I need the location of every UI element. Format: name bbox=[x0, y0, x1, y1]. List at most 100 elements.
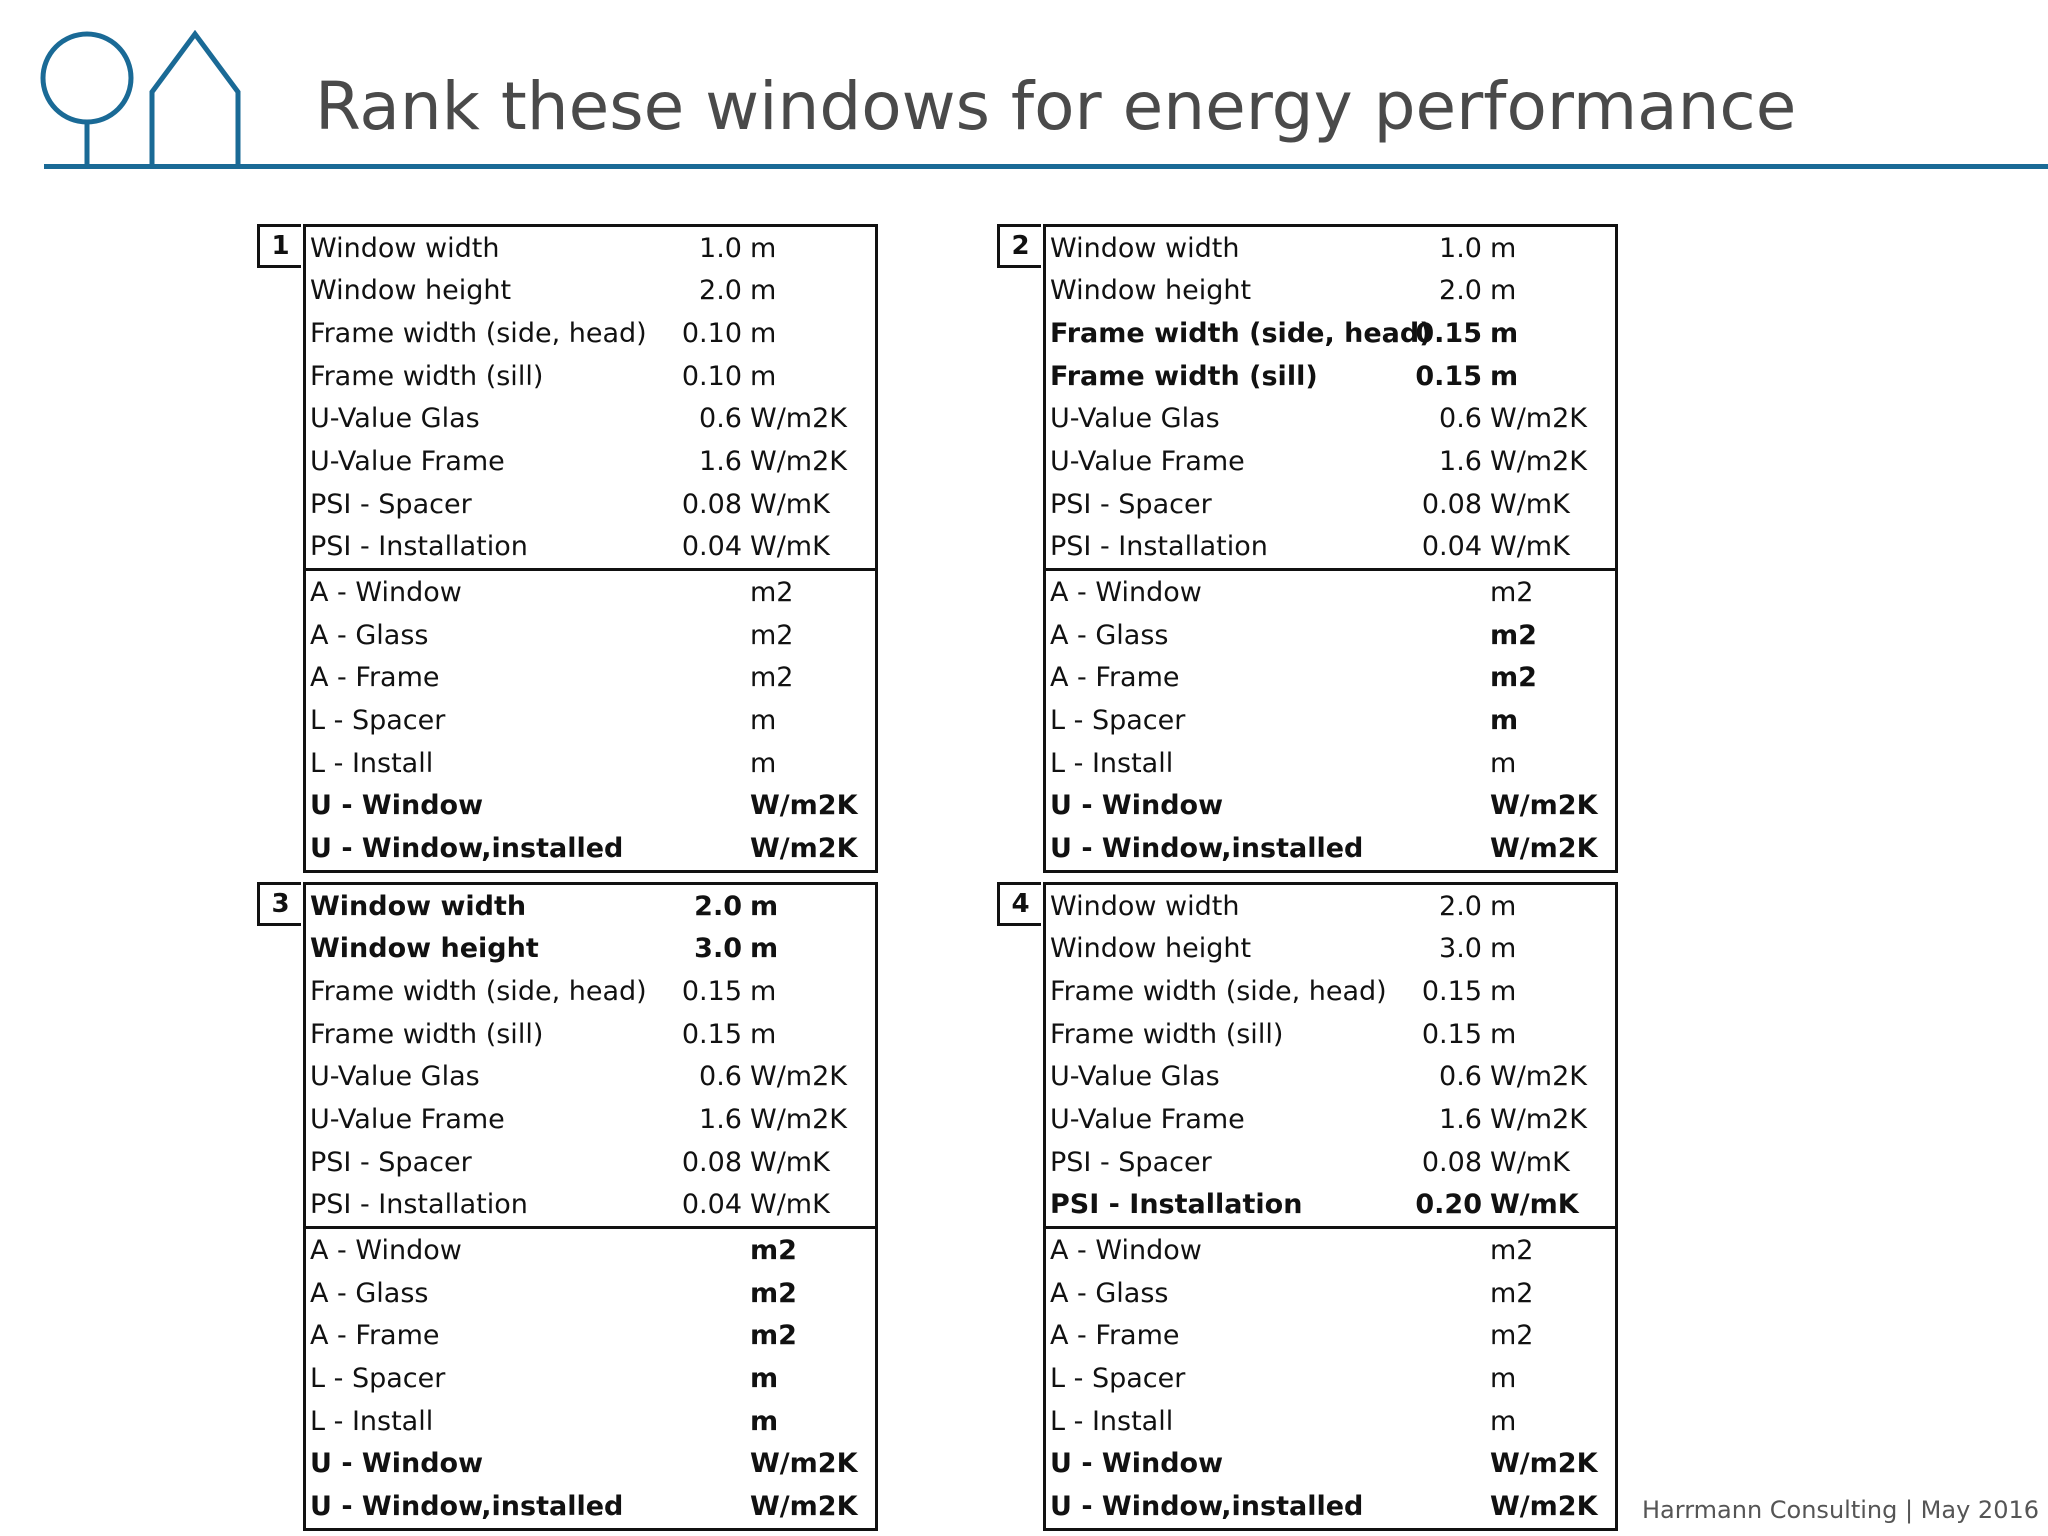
row-value: 0.08 bbox=[681, 488, 742, 520]
row-unit: m bbox=[750, 1018, 777, 1050]
row-unit: m bbox=[1490, 1405, 1517, 1437]
row-label: L - Install bbox=[1050, 747, 1174, 779]
row-unit: m2 bbox=[1490, 1226, 1617, 1272]
row-unit: W/m2K bbox=[750, 1491, 858, 1523]
input-row: Frame width (sill) 0.15 m bbox=[1045, 355, 1617, 398]
row-label: L - Install bbox=[1050, 1405, 1174, 1437]
row-label: PSI - Spacer bbox=[1050, 1146, 1212, 1178]
row-unit: m bbox=[1490, 360, 1519, 392]
row-unit: m bbox=[1490, 275, 1517, 307]
row-value: 0.08 bbox=[1421, 1146, 1482, 1178]
output-row: A - Glass m2 bbox=[305, 1272, 877, 1315]
row-unit: W/m2K bbox=[1490, 1061, 1587, 1093]
row-unit: m2 bbox=[750, 568, 877, 614]
row-label: U-Value Glas bbox=[310, 1061, 480, 1093]
row-value: 0.10 bbox=[681, 318, 742, 350]
row-label: PSI - Installation bbox=[310, 1189, 528, 1221]
row-label: U - Window bbox=[1050, 1448, 1224, 1480]
row-label: Frame width (sill) bbox=[310, 360, 544, 392]
output-row: A - Window m2 bbox=[1044, 568, 1617, 614]
window-number: 1 bbox=[257, 224, 301, 268]
row-unit: m bbox=[1490, 890, 1517, 922]
row-unit: m2 bbox=[750, 1277, 797, 1309]
row-label: A - Glass bbox=[1050, 1277, 1169, 1309]
row-unit: m bbox=[1490, 318, 1519, 350]
row-unit: m bbox=[750, 933, 779, 965]
row-value-empty bbox=[670, 614, 750, 657]
row-unit: m bbox=[1490, 976, 1517, 1008]
row-unit: W/m2K bbox=[1490, 833, 1598, 865]
row-value: 1.6 bbox=[1439, 1104, 1482, 1136]
row-unit: m bbox=[1490, 705, 1519, 737]
page-title: Rank these windows for energy performanc… bbox=[315, 68, 1797, 145]
input-row: Window width 1.0 m bbox=[305, 226, 877, 270]
window-table: Window width 2.0 m Window height 3.0 m Frame w… bbox=[1043, 882, 1618, 1531]
row-label: Window height bbox=[310, 275, 512, 307]
row-label: U - Window bbox=[310, 790, 484, 822]
input-row: Window height 2.0 m bbox=[305, 270, 877, 313]
input-row: Frame width (sill) 0.15 m bbox=[1045, 1013, 1617, 1056]
row-label: Frame width (side, head) bbox=[310, 318, 647, 350]
row-unit: W/mK bbox=[750, 488, 830, 520]
row-unit: m bbox=[750, 890, 779, 922]
row-label: U - Window bbox=[1050, 790, 1224, 822]
row-label: A - Glass bbox=[310, 619, 429, 651]
row-label: Frame width (sill) bbox=[1050, 1018, 1284, 1050]
row-unit: m bbox=[750, 976, 777, 1008]
row-label: Frame width (sill) bbox=[310, 1018, 544, 1050]
row-label: L - Install bbox=[310, 1405, 434, 1437]
output-row: A - Window m2 bbox=[304, 568, 877, 614]
row-value-empty bbox=[1410, 1226, 1490, 1272]
row-label: PSI - Spacer bbox=[310, 488, 472, 520]
row-value: 2.0 bbox=[694, 890, 742, 922]
row-value: 3.0 bbox=[694, 933, 742, 965]
input-row: PSI - Installation 0.04 W/mK bbox=[305, 526, 877, 570]
row-label: L - Spacer bbox=[310, 705, 446, 737]
input-row: Frame width (sill) 0.15 m bbox=[305, 1013, 877, 1056]
row-label: A - Window bbox=[304, 568, 670, 614]
row-value: 0.6 bbox=[699, 1061, 742, 1093]
row-label: U-Value Glas bbox=[310, 403, 480, 435]
row-value-empty bbox=[1410, 1400, 1490, 1443]
row-label: PSI - Installation bbox=[310, 531, 528, 563]
output-row: L - Install m bbox=[1045, 1400, 1617, 1443]
row-unit: m bbox=[750, 1405, 779, 1437]
window-number: 3 bbox=[257, 882, 301, 926]
row-value: 0.04 bbox=[1421, 531, 1482, 563]
row-value-empty bbox=[670, 1272, 750, 1315]
row-value-empty bbox=[1410, 614, 1490, 657]
output-row: L - Install m bbox=[305, 742, 877, 785]
row-value-empty bbox=[670, 699, 750, 742]
output-row: L - Install m bbox=[305, 1400, 877, 1443]
input-row: U-Value Frame 1.6 W/m2K bbox=[1045, 440, 1617, 483]
row-unit: m bbox=[750, 232, 777, 264]
output-row: L - Install m bbox=[1045, 742, 1617, 785]
row-value-empty bbox=[670, 827, 750, 871]
input-row: Window height 3.0 m bbox=[1045, 928, 1617, 971]
row-unit: m2 bbox=[1490, 619, 1537, 651]
output-row: L - Spacer m bbox=[305, 1357, 877, 1400]
window-number: 2 bbox=[997, 224, 1041, 268]
row-unit: m2 bbox=[750, 662, 794, 694]
row-unit: W/m2K bbox=[1490, 790, 1598, 822]
row-label: Window height bbox=[1050, 933, 1252, 965]
row-label: PSI - Spacer bbox=[1050, 488, 1212, 520]
window-card: 1 Window width 1.0 m Window height 2.0 m Frame … bbox=[257, 224, 878, 873]
output-row: A - Frame m2 bbox=[1045, 657, 1617, 700]
row-unit: W/m2K bbox=[750, 1061, 847, 1093]
row-unit: m bbox=[1490, 747, 1517, 779]
row-unit: m bbox=[1490, 1363, 1517, 1395]
row-value: 0.20 bbox=[1415, 1189, 1482, 1221]
output-row: A - Window m2 bbox=[304, 1226, 877, 1272]
row-unit: W/mK bbox=[750, 1189, 830, 1221]
row-value-empty bbox=[670, 1357, 750, 1400]
input-row: U-Value Frame 1.6 W/m2K bbox=[1045, 1098, 1617, 1141]
row-value-empty bbox=[1410, 785, 1490, 828]
row-value-empty bbox=[670, 568, 750, 614]
row-unit: m bbox=[750, 275, 777, 307]
row-unit: W/m2K bbox=[1490, 1448, 1598, 1480]
row-value-empty bbox=[1410, 827, 1490, 871]
input-row: Frame width (side, head) 0.15 m bbox=[305, 970, 877, 1013]
row-value-empty bbox=[1410, 1272, 1490, 1315]
output-row: A - Glass m2 bbox=[305, 614, 877, 657]
